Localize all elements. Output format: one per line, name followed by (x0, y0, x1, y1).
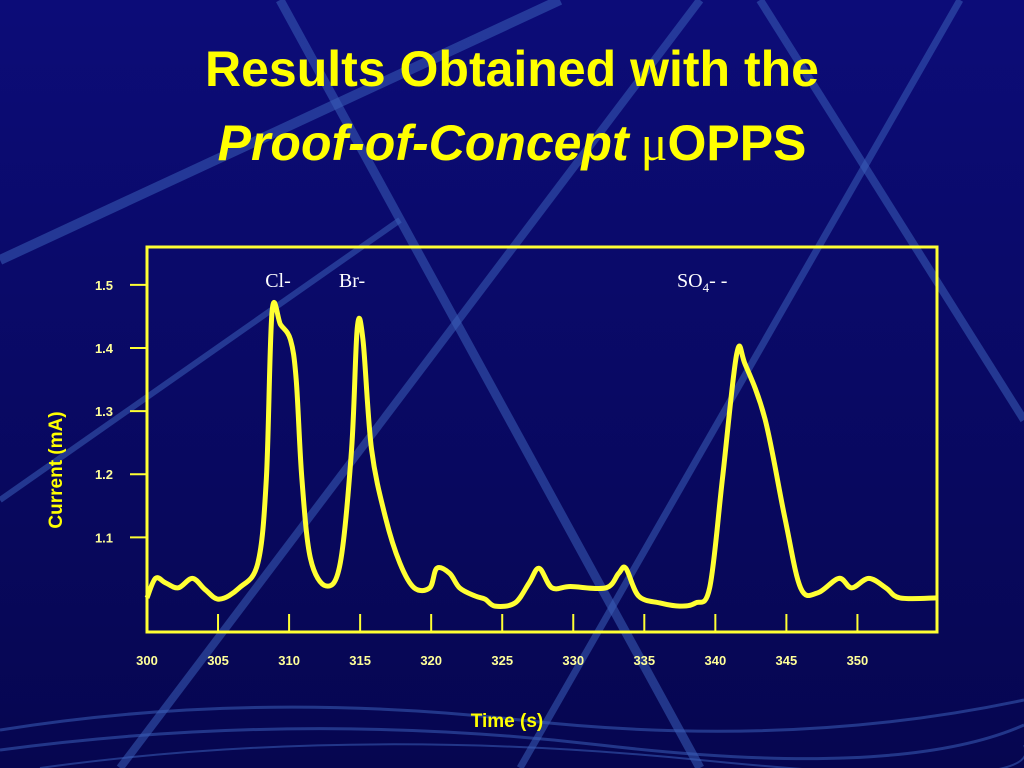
annotation: SO4- - (677, 270, 727, 295)
title-italic: Proof-of-Concept (218, 115, 631, 171)
annotation-sub: 4 (703, 280, 710, 295)
y-axis-label: Current (mA) (46, 411, 67, 528)
title-rest: OPPS (667, 115, 806, 171)
title-mu: μ (641, 115, 668, 171)
x-tick-label: 340 (704, 653, 726, 668)
y-tick-label: 1.5 (95, 278, 113, 293)
title-line1: Results Obtained with the (205, 41, 819, 97)
data-line (144, 300, 938, 609)
annotation: Br- (339, 270, 365, 292)
x-tick-label: 330 (562, 653, 584, 668)
y-tick-label: 1.4 (95, 341, 114, 356)
x-tick-label: 350 (847, 653, 869, 668)
annotation: Cl- (265, 270, 291, 292)
y-tick-label: 1.2 (95, 467, 113, 482)
title-line2: Proof-of-Concept μOPPS (218, 115, 807, 171)
annotation-base: SO (677, 270, 703, 292)
x-tick-label: 300 (136, 653, 158, 668)
x-tick-label: 325 (491, 653, 513, 668)
plot-frame (145, 245, 939, 634)
x-tick-label: 305 (207, 653, 229, 668)
x-tick-label: 335 (633, 653, 655, 668)
x-axis-label: Time (s) (471, 711, 544, 732)
x-tick-label: 315 (349, 653, 371, 668)
annotation-suffix: - - (709, 270, 727, 292)
x-tick-label: 320 (420, 653, 442, 668)
x-tick-label: 310 (278, 653, 300, 668)
x-tick-label: 345 (776, 653, 798, 668)
y-tick-label: 1.1 (95, 530, 113, 545)
y-tick-label: 1.3 (95, 404, 113, 419)
